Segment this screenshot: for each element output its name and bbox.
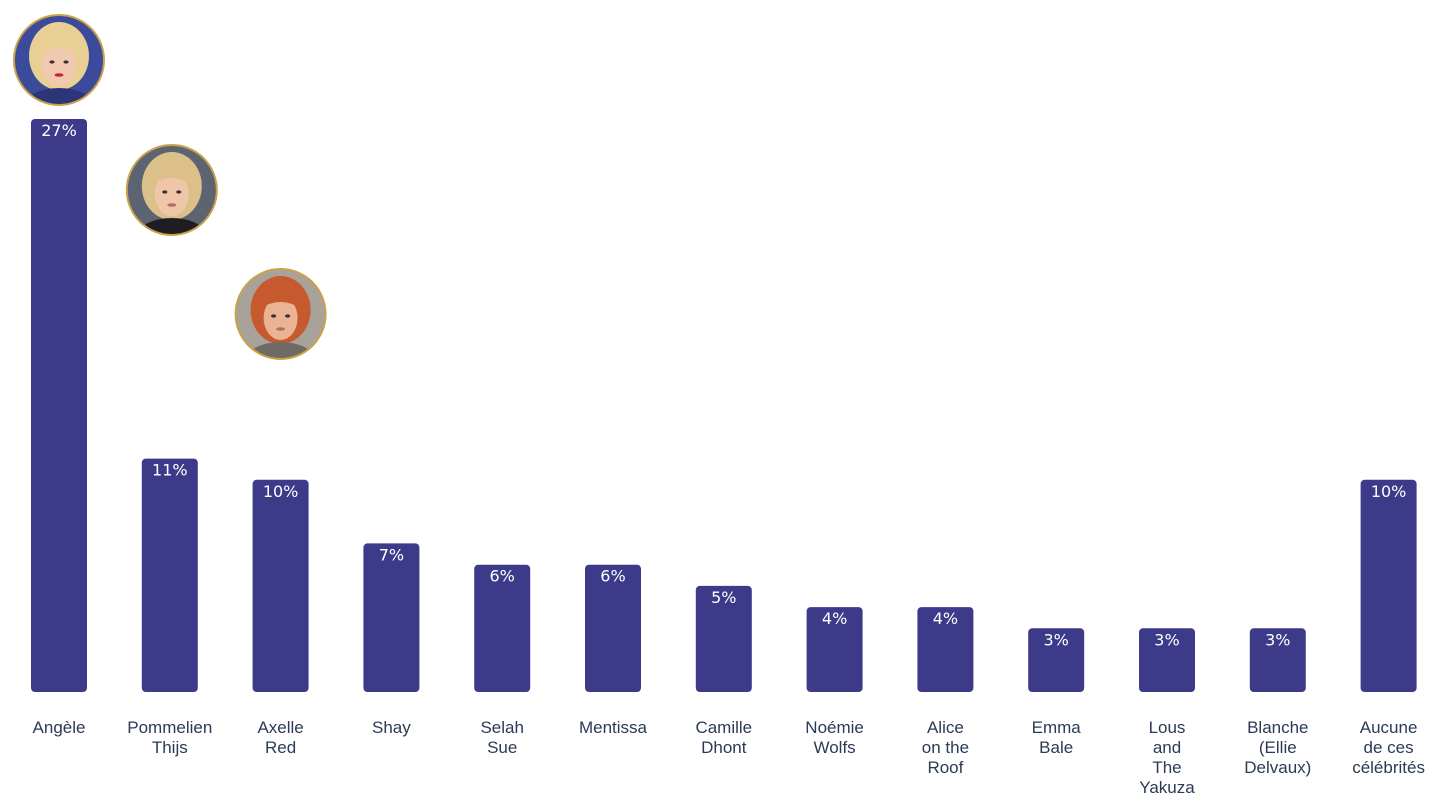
portrait-photo-icon	[14, 15, 104, 105]
avatar-ring	[234, 268, 327, 360]
data-label-aucune-de-ces-celebrites: 10%	[1371, 482, 1407, 501]
category-label-aucune-de-ces-celebrites: Aucune de ces célébrités	[1352, 718, 1425, 777]
bar-axelle-red	[252, 479, 309, 692]
bar-camille-dhont	[695, 585, 752, 692]
category-label-angele: Angèle	[33, 718, 86, 737]
category-label-shay: Shay	[372, 718, 411, 737]
bar-noemie-wolfs	[806, 607, 863, 692]
bar-alice-on-the-roof	[917, 607, 974, 692]
bars-group: 27% 11% 10% 7% 6% 6% 5% 4% 4% 3% 3% 3% 10%	[31, 119, 1417, 692]
category-label-blanche-ellie-delvaux: Blanche (Ellie Delvaux)	[1244, 718, 1311, 777]
data-label-alice-on-the-roof: 4%	[933, 609, 958, 628]
data-label-camille-dhont: 5%	[711, 588, 736, 607]
data-label-noemie-wolfs: 4%	[822, 609, 847, 628]
category-label-mentissa: Mentissa	[579, 718, 648, 737]
bar-shay	[363, 543, 420, 692]
data-label-blanche-ellie-delvaux: 3%	[1265, 630, 1290, 649]
category-labels-group: Angèle Pommelien Thijs Axelle Red Shay Selah Su…	[33, 718, 1425, 797]
bar-lous-and-the-yakuza	[1139, 628, 1195, 692]
category-label-pommelien-thijs: Pommelien Thijs	[127, 718, 212, 757]
category-label-camille-dhont: Camille Dhont	[695, 718, 752, 757]
bar-blanche-ellie-delvaux	[1249, 628, 1306, 692]
bar-selah-sue	[474, 564, 531, 692]
category-label-axelle-red: Axelle Red	[257, 718, 303, 757]
data-label-axelle-red: 10%	[263, 482, 299, 501]
avatar-pommelien-thijs	[125, 144, 218, 236]
avatar-axelle-red	[234, 268, 327, 360]
avatar-ring	[13, 14, 105, 106]
bar-angele	[31, 119, 87, 692]
avatar-ring	[125, 144, 218, 236]
category-label-noemie-wolfs: Noémie Wolfs	[805, 718, 864, 757]
bar-emma-bale	[1028, 628, 1085, 692]
data-label-pommelien-thijs: 11%	[152, 461, 188, 480]
avatar-angele	[13, 14, 105, 106]
avatars-group	[13, 14, 327, 360]
data-label-angele: 27%	[41, 121, 77, 140]
data-label-emma-bale: 3%	[1044, 630, 1069, 649]
data-label-lous-and-the-yakuza: 3%	[1154, 630, 1179, 649]
category-label-emma-bale: Emma Bale	[1032, 718, 1082, 757]
bar-pommelien-thijs	[141, 458, 198, 692]
portrait-photo-icon	[235, 269, 326, 359]
data-label-shay: 7%	[379, 545, 404, 564]
category-label-alice-on-the-roof: Alice on the Roof	[922, 718, 969, 777]
data-label-selah-sue: 6%	[490, 567, 515, 586]
data-label-mentissa: 6%	[600, 567, 625, 586]
category-label-lous-and-the-yakuza: Lous and The Yakuza	[1139, 718, 1195, 797]
category-label-selah-sue: Selah Sue	[480, 718, 523, 757]
portrait-photo-icon	[126, 145, 217, 235]
bar-aucune-de-ces-celebrites	[1360, 479, 1417, 692]
bar-mentissa	[585, 564, 641, 692]
